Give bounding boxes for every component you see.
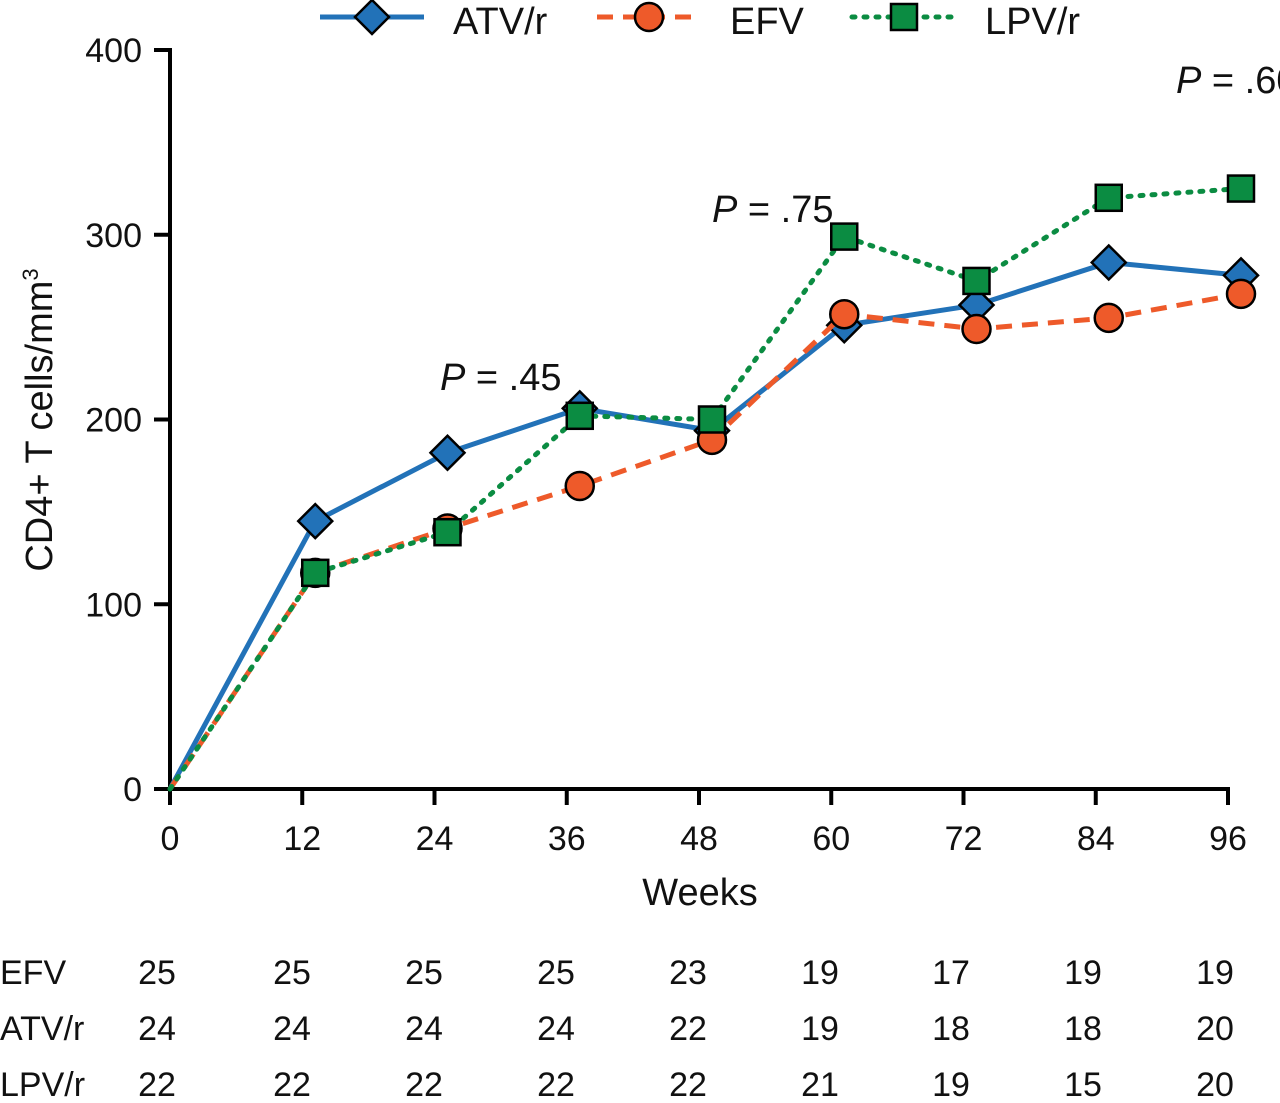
x-tick-label: 12 <box>283 820 321 858</box>
legend-marker-diamond <box>353 0 391 36</box>
series-layer <box>167 174 1260 792</box>
x-axis-label: Weeks <box>642 872 757 914</box>
n-at-risk-table: EFV 25 25 25 25 23 19 17 19 19 ATV/r 24 24 24 24 22 19 18… <box>0 954 1234 1103</box>
table-cell: 24 <box>273 1010 311 1048</box>
x-tick-label: 84 <box>1077 820 1115 858</box>
table-cell: 22 <box>669 1010 707 1048</box>
table-cell: 17 <box>932 954 970 992</box>
data-point <box>1225 278 1257 310</box>
data-point <box>961 313 992 345</box>
data-point <box>697 405 727 434</box>
table-cell: 22 <box>537 1066 575 1098</box>
table-cell: 25 <box>273 954 311 992</box>
table-cell: 19 <box>801 1010 839 1048</box>
table-cell: 22 <box>669 1066 707 1098</box>
table-cell: 19 <box>1196 954 1234 992</box>
y-tick-label: 400 <box>85 32 142 70</box>
table-cell: 15 <box>1064 1066 1102 1098</box>
series-line <box>167 291 1242 791</box>
data-point <box>1226 174 1256 203</box>
x-tick-label: 72 <box>945 820 983 858</box>
data-point <box>428 433 467 472</box>
table-cell: 24 <box>138 1010 176 1048</box>
y-axis-label: CD4+ T cells/mm3 <box>18 268 61 571</box>
p-value-annotation: P = .45 <box>440 357 562 399</box>
x-tick-label: 24 <box>416 820 454 858</box>
table-cell: 25 <box>537 954 575 992</box>
x-tick-label: 60 <box>812 820 850 858</box>
y-tick-label: 100 <box>85 586 142 624</box>
p-value-annotation: P = .60 <box>1176 60 1280 102</box>
y-tick-label: 200 <box>85 402 142 440</box>
data-point <box>301 558 330 588</box>
data-point <box>1089 243 1128 282</box>
x-tick-label: 0 <box>161 820 180 858</box>
series-line <box>167 259 1242 791</box>
p-value-annotation: P = .75 <box>712 189 834 231</box>
data-point <box>1094 183 1123 213</box>
x-tick-label: 48 <box>680 820 718 858</box>
series-line <box>167 186 1244 792</box>
series-atvr <box>167 243 1260 791</box>
table-row-label: LPV/r <box>0 1066 85 1098</box>
y-tick-label: 0 <box>123 771 142 809</box>
table-cell: 20 <box>1196 1010 1234 1048</box>
table-cell: 19 <box>932 1066 970 1098</box>
data-point <box>830 222 859 251</box>
table-cell: 25 <box>138 954 176 992</box>
table-row-label: EFV <box>0 954 66 992</box>
data-point <box>1093 302 1124 334</box>
table-cell: 24 <box>405 1010 443 1048</box>
x-tick-label: 36 <box>548 820 586 858</box>
table-cell: 19 <box>1064 954 1102 992</box>
data-point <box>564 470 595 502</box>
table-cell: 18 <box>1064 1010 1102 1048</box>
table-cell: 24 <box>537 1010 575 1048</box>
data-point <box>296 502 335 540</box>
table-cell: 22 <box>405 1066 443 1098</box>
legend-label: EFV <box>730 1 805 43</box>
table-row-label: ATV/r <box>0 1010 84 1048</box>
annotations: P = .45 P = .75 P = .60 <box>440 60 1280 399</box>
data-point <box>962 266 991 296</box>
series-efv <box>167 278 1257 791</box>
data-point <box>565 401 594 431</box>
legend-marker-square <box>889 2 919 32</box>
table-cell: 22 <box>138 1066 176 1098</box>
table-cell: 19 <box>801 954 839 992</box>
x-tick-label: 96 <box>1209 820 1247 858</box>
data-point <box>829 298 860 330</box>
table-cell: 23 <box>669 954 707 992</box>
table-cell: 20 <box>1196 1066 1234 1098</box>
legend-label: ATV/r <box>453 1 548 43</box>
axes: 0 100 200 300 400 0 12 24 36 48 60 72 84 96 <box>85 32 1247 858</box>
table-cell: 18 <box>932 1010 970 1048</box>
table-cell: 21 <box>801 1066 839 1098</box>
table-cell: 25 <box>405 954 443 992</box>
table-cell: 22 <box>273 1066 311 1098</box>
legend: ATV/r EFV LPV/r <box>320 0 1080 43</box>
y-tick-label: 300 <box>85 217 142 255</box>
data-point <box>433 517 462 547</box>
series-lpvr <box>167 174 1256 792</box>
legend-marker-circle <box>633 1 665 33</box>
legend-label: LPV/r <box>985 1 1080 43</box>
